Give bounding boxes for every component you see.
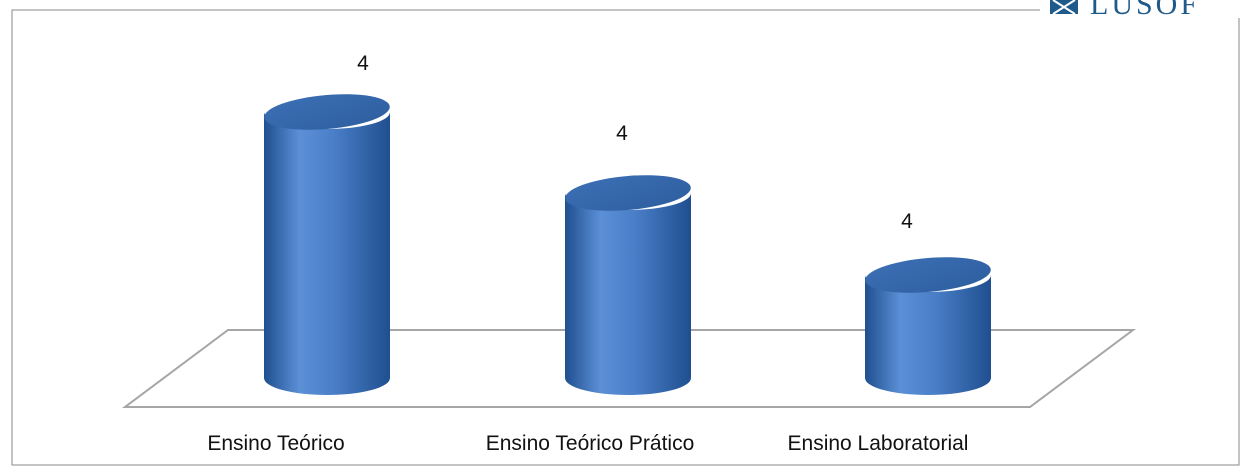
category-label: Ensino Teórico [207, 432, 344, 455]
logo-text: LUSOF [1090, 0, 1200, 21]
bar-cylinder [865, 275, 991, 395]
bar-cylinder-top [565, 175, 691, 211]
bar-cylinder-top [264, 94, 390, 130]
logo: LUSOF [1050, 0, 1200, 21]
bar-cylinder [565, 193, 691, 395]
logo-mask [1040, 0, 1247, 18]
category-labels-group: Ensino Teórico Ensino Teórico Prático Ensi… [207, 432, 968, 455]
logo-icon-mark [1052, 0, 1076, 15]
category-label: Ensino Teórico Prático [486, 432, 695, 455]
bars-group [264, 94, 991, 395]
data-label: 4 [357, 52, 369, 75]
data-label: 4 [901, 210, 913, 233]
bar-cylinder-top [865, 257, 991, 293]
category-label: Ensino Laboratorial [788, 432, 969, 455]
bar-cylinder [264, 112, 390, 395]
data-label: 4 [616, 122, 628, 145]
data-labels-group: 4 4 4 [357, 52, 913, 233]
